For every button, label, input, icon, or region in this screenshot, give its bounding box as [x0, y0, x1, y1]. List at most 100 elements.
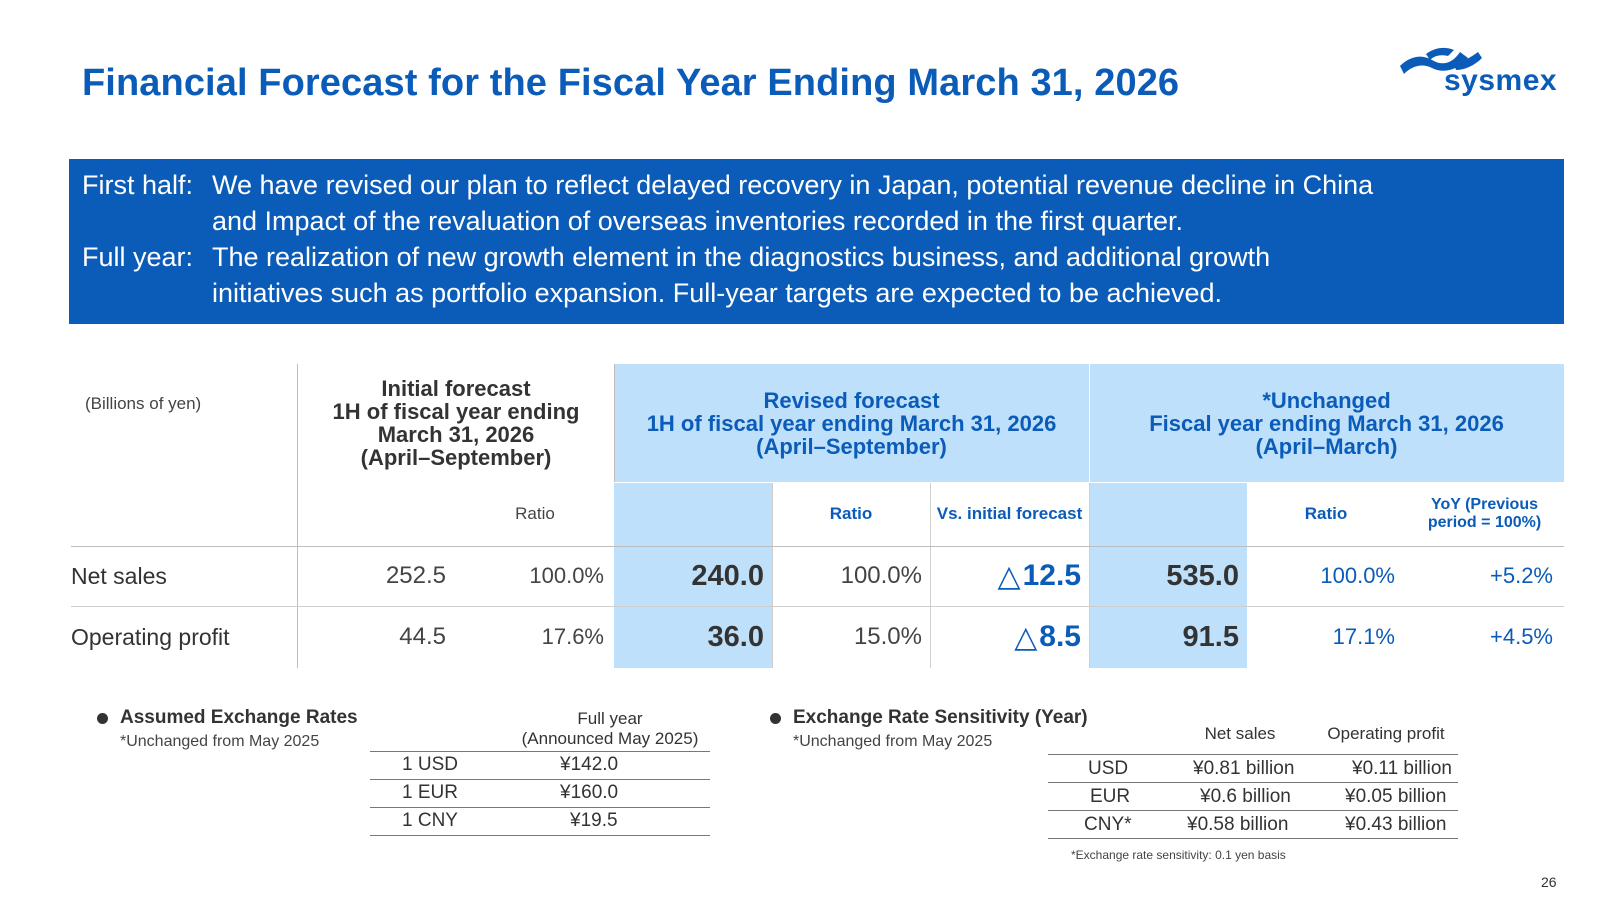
delta-value: 8.5 [1039, 620, 1081, 653]
rate-value: ¥160.0 [560, 782, 619, 803]
sensitivity-title: Exchange Rate Sensitivity (Year) [793, 707, 1088, 728]
cell-value: 36.0 [707, 620, 764, 653]
header-line: YoY (Previous [1431, 496, 1538, 513]
divider [370, 751, 710, 752]
first-half-text-1: We have revised our plan to reflect dela… [212, 170, 1374, 200]
unit-label: (Billions of yen) [85, 394, 202, 413]
divider [297, 364, 298, 668]
cell-delta: △ 8.5 [930, 606, 1081, 668]
divider [370, 807, 710, 808]
yoy-header: YoY (Previous period = 100%) [1405, 482, 1564, 546]
divider [1089, 482, 1090, 668]
currency-label: CNY* [1084, 814, 1132, 835]
cell-value: 240.0 [691, 559, 764, 592]
vs-initial-header: Vs. initial forecast [936, 504, 1083, 523]
revised-value-shade [614, 482, 772, 668]
revised-ratio-header: Ratio [829, 504, 873, 523]
divider [71, 546, 1564, 547]
cell-delta: △ 12.5 [930, 546, 1081, 606]
cell-value: +4.5% [1490, 624, 1553, 649]
operating-profit-value: ¥0.11 billion [1352, 758, 1453, 779]
summary-box: First half: We have revised our plan to … [69, 159, 1564, 324]
cell-value: 252.5 [385, 562, 446, 589]
triangle-icon: △ [997, 559, 1021, 593]
page-number: 26 [1541, 874, 1557, 890]
full-ratio-header: Ratio [1304, 504, 1348, 523]
currency-label: 1 EUR [402, 782, 458, 803]
cell-value: 17.1% [1332, 624, 1395, 649]
net-sales-col-header: Net sales [1204, 724, 1276, 743]
header-line: (April–September) [360, 445, 552, 470]
divider [772, 482, 773, 668]
cell-value: +5.2% [1490, 563, 1553, 588]
divider [614, 482, 1564, 483]
currency-label: EUR [1090, 786, 1131, 807]
row-label-operating-profit: Operating profit [71, 623, 230, 650]
cell-value: 100.0% [840, 562, 922, 589]
initial-ratio-header: Ratio [515, 504, 555, 523]
triangle-icon: △ [1014, 620, 1038, 654]
exchange-rates-note: *Unchanged from May 2025 [120, 733, 320, 750]
divider [1247, 482, 1248, 668]
header-line: (Announced May 2025) [521, 729, 699, 748]
operating-profit-value: ¥0.43 billion [1345, 814, 1447, 835]
divider [1048, 838, 1458, 839]
divider [71, 606, 1564, 607]
currency-label: 1 USD [402, 754, 458, 775]
divider [1048, 810, 1458, 811]
header-line: period = 100%) [1427, 514, 1542, 531]
divider [370, 779, 710, 780]
divider [930, 482, 931, 668]
full-year-text-2: initiatives such as portfolio expansion.… [212, 278, 1223, 308]
divider [1048, 754, 1458, 755]
currency-label: 1 CNY [402, 810, 458, 831]
operating-profit-col-header: Operating profit [1327, 724, 1445, 743]
rate-value: ¥19.5 [570, 810, 618, 831]
bullet-icon [770, 713, 781, 724]
cell-value: 100.0% [1320, 563, 1395, 588]
row-label-net-sales: Net sales [71, 562, 167, 589]
header-line: (April–March) [1255, 433, 1398, 459]
cell-value: 17.6% [541, 624, 604, 649]
net-sales-value: ¥0.81 billion [1193, 758, 1295, 779]
divider [370, 835, 710, 836]
header-line: Revised forecast [763, 387, 940, 413]
net-sales-value: ¥0.6 billion [1200, 786, 1291, 807]
cell-value: 535.0 [1166, 559, 1239, 592]
initial-forecast-header: Initial forecast 1H of fiscal year endin… [298, 374, 614, 472]
full-year-label: Full year: [82, 242, 194, 272]
delta-value: 12.5 [1022, 559, 1081, 592]
sysmex-logo: sysmex [1398, 44, 1564, 100]
first-half-label: First half: [82, 170, 194, 200]
full-year-text-1: The realization of new growth element in… [212, 242, 1271, 272]
exchange-rates-col-header: Full year (Announced May 2025) [490, 709, 730, 749]
cell-value: 100.0% [529, 563, 604, 588]
divider [614, 364, 615, 482]
page-title: Financial Forecast for the Fiscal Year E… [82, 62, 1180, 104]
currency-label: USD [1088, 758, 1129, 779]
header-line: *Unchanged [1262, 387, 1391, 413]
exchange-rates-title: Assumed Exchange Rates [120, 707, 358, 728]
header-line: Full year [577, 709, 643, 728]
header-line: Fiscal year ending March 31, 2026 [1149, 410, 1504, 436]
revised-forecast-header: Revised forecast 1H of fiscal year endin… [614, 374, 1089, 472]
bullet-icon [97, 713, 108, 724]
sensitivity-note: *Unchanged from May 2025 [793, 733, 993, 750]
divider [1089, 364, 1090, 482]
divider [1048, 782, 1458, 783]
full-year-header: *Unchanged Fiscal year ending March 31, … [1089, 374, 1564, 472]
operating-profit-value: ¥0.05 billion [1345, 786, 1447, 807]
sensitivity-footnote: *Exchange rate sensitivity: 0.1 yen basi… [1071, 848, 1286, 862]
sysmex-wave-icon [1400, 47, 1482, 74]
header-line: 1H of fiscal year ending [332, 399, 580, 424]
header-line: (April–September) [756, 433, 947, 459]
rate-value: ¥142.0 [560, 754, 619, 775]
header-line: Initial forecast [381, 376, 531, 401]
header-line: March 31, 2026 [377, 422, 535, 447]
cell-value: 44.5 [399, 623, 446, 650]
net-sales-value: ¥0.58 billion [1187, 814, 1289, 835]
logo-wordmark: sysmex [1444, 64, 1558, 97]
header-line: 1H of fiscal year ending March 31, 2026 [646, 410, 1057, 436]
cell-value: 91.5 [1182, 620, 1239, 653]
